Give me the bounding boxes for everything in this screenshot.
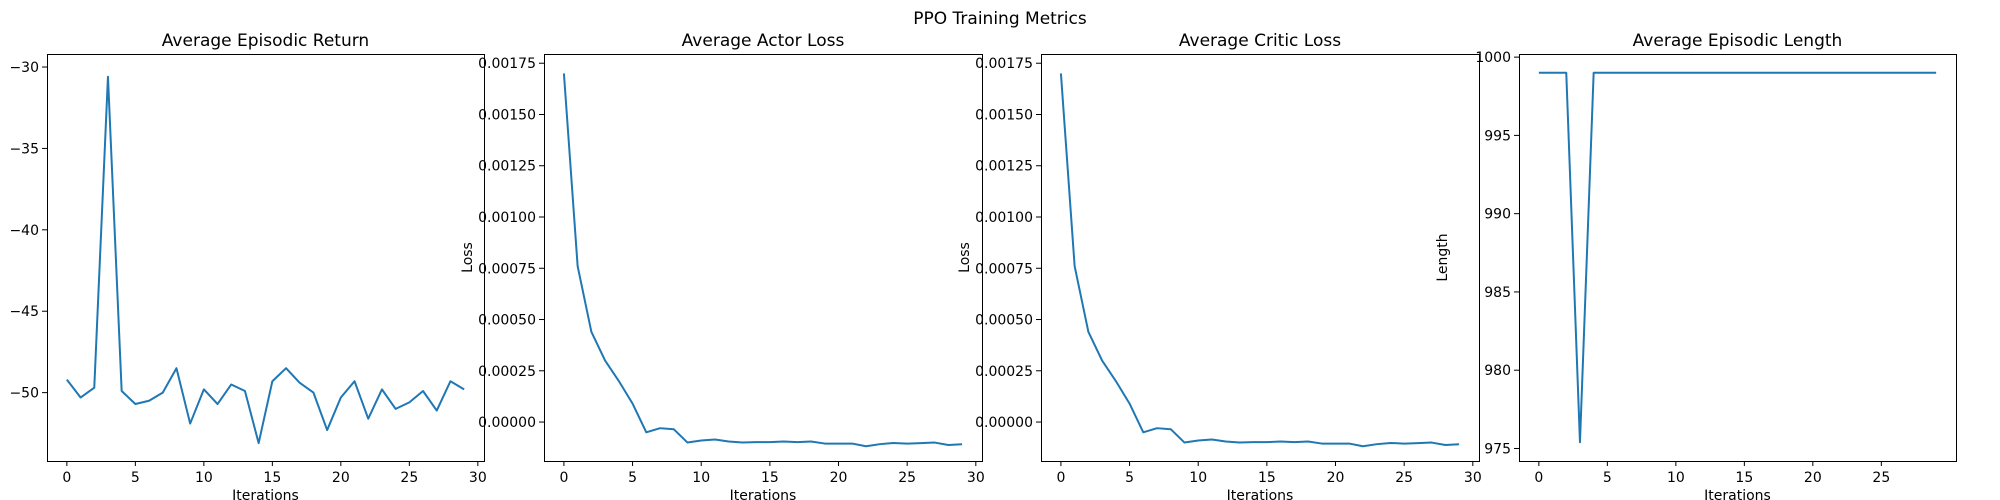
y-tick-label: 980 — [1484, 363, 1511, 379]
plot-frame — [47, 54, 485, 462]
x-tick-label: 5 — [1603, 470, 1612, 486]
y-tick-label: 990 — [1484, 207, 1511, 223]
figure-title: PPO Training Metrics — [913, 9, 1087, 29]
x-tick-label: 30 — [967, 470, 985, 486]
panel-title: Average Actor Loss — [682, 31, 845, 51]
x-tick-label: 20 — [1327, 470, 1345, 486]
x-tick-label: 0 — [1534, 470, 1543, 486]
x-tick-label: 15 — [761, 470, 779, 486]
x-tick-label: 5 — [628, 470, 637, 486]
y-tick-label: 985 — [1484, 285, 1511, 301]
x-tick-label: 10 — [195, 470, 213, 486]
y-tick-label: 0.00175 — [975, 56, 1033, 72]
x-axis-label: Iterations — [1227, 488, 1294, 500]
y-tick-label: 0.00000 — [478, 415, 536, 431]
x-tick-label: 15 — [1735, 470, 1753, 486]
plot-frame — [544, 54, 983, 462]
x-tick-label: 5 — [131, 470, 140, 486]
x-tick-label: 25 — [1395, 470, 1413, 486]
x-tick-label: 20 — [332, 470, 350, 486]
x-axis-label: Iterations — [730, 488, 797, 500]
chart-panel-3: Average Critic Loss 0 5 10 15 20 25 30 0.00000 0.… — [957, 31, 1482, 500]
x-tick-label: 10 — [1667, 470, 1685, 486]
x-tick-label: 10 — [692, 470, 710, 486]
chart-panel-1: Average Episodic Return 0 5 10 15 20 25 30 −50 −4… — [9, 31, 486, 500]
y-tick-label: 0.00150 — [975, 107, 1033, 123]
series-line — [66, 75, 465, 445]
y-tick-label: 0.00150 — [478, 107, 536, 123]
y-tick-label: 0.00100 — [478, 210, 536, 226]
plot-frame — [1041, 54, 1480, 462]
y-tick-label: 0.00000 — [975, 415, 1033, 431]
series-line — [1538, 71, 1937, 444]
plot-frame — [1519, 54, 1957, 462]
y-tick-label: 995 — [1484, 128, 1511, 144]
y-tick-label: 0.00175 — [478, 56, 536, 72]
chart-panel-4: Average Episodic Length 0 5 10 15 20 25 975 980 9… — [1435, 31, 1957, 500]
y-tick-label: 975 — [1484, 441, 1511, 457]
x-tick-label: 5 — [1125, 470, 1134, 486]
panel-title: Average Critic Loss — [1179, 31, 1341, 51]
x-tick-label: 0 — [62, 470, 71, 486]
y-tick-label: 1000 — [1475, 50, 1511, 66]
x-tick-label: 30 — [469, 470, 487, 486]
y-tick-label: −30 — [9, 60, 39, 76]
x-tick-label: 25 — [898, 470, 916, 486]
series-line — [1059, 73, 1460, 448]
x-axis-label: Iterations — [1704, 488, 1771, 500]
y-tick-label: 0.00050 — [975, 313, 1033, 329]
x-tick-label: 30 — [1464, 470, 1482, 486]
x-tick-label: 10 — [1189, 470, 1207, 486]
chart-panel-2: Average Actor Loss 0 5 10 15 20 25 30 0.00000 0.0… — [460, 31, 985, 500]
x-tick-label: 0 — [1056, 470, 1065, 486]
y-tick-label: −45 — [9, 304, 39, 320]
y-tick-label: −40 — [9, 223, 39, 239]
y-tick-label: 0.00100 — [975, 210, 1033, 226]
y-tick-label: 0.00075 — [975, 261, 1033, 277]
y-axis-label: Length — [1435, 233, 1451, 281]
x-tick-label: 15 — [1258, 470, 1276, 486]
y-axis-label: Loss — [460, 242, 476, 273]
y-axis-label: Loss — [957, 242, 973, 273]
y-tick-label: −35 — [9, 141, 39, 157]
panel-title: Average Episodic Return — [162, 31, 369, 51]
y-tick-label: −50 — [9, 386, 39, 402]
y-tick-label: 0.00025 — [478, 364, 536, 380]
x-tick-label: 0 — [559, 470, 568, 486]
x-tick-label: 25 — [400, 470, 418, 486]
y-tick-label: 0.00050 — [478, 313, 536, 329]
x-tick-label: 20 — [1804, 470, 1822, 486]
x-tick-label: 25 — [1872, 470, 1890, 486]
x-tick-label: 15 — [263, 470, 281, 486]
panel-title: Average Episodic Length — [1633, 31, 1843, 51]
x-axis-label: Iterations — [232, 488, 299, 500]
y-tick-label: 0.00125 — [478, 159, 536, 175]
y-tick-label: 0.00075 — [478, 261, 536, 277]
x-tick-label: 20 — [830, 470, 848, 486]
series-line — [562, 73, 963, 448]
y-tick-label: 0.00025 — [975, 364, 1033, 380]
y-tick-label: 0.00125 — [975, 159, 1033, 175]
